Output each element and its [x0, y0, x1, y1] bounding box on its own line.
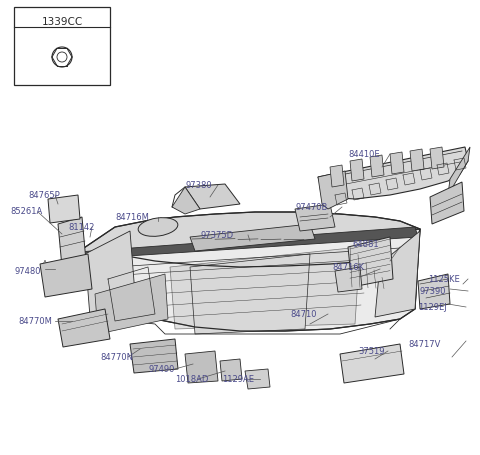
Text: 97480: 97480: [14, 267, 40, 276]
Polygon shape: [350, 160, 364, 182]
Text: 84717V: 84717V: [408, 340, 440, 349]
Polygon shape: [78, 228, 418, 259]
Polygon shape: [245, 369, 270, 389]
Polygon shape: [75, 212, 420, 268]
Polygon shape: [220, 359, 242, 381]
Polygon shape: [448, 148, 470, 196]
Polygon shape: [375, 232, 420, 317]
Polygon shape: [370, 156, 384, 177]
Text: 64881: 64881: [352, 240, 379, 249]
Text: 37519: 37519: [358, 347, 384, 356]
Text: 1339CC: 1339CC: [41, 17, 83, 27]
Polygon shape: [430, 182, 464, 224]
Text: 97380: 97380: [185, 181, 212, 190]
Text: 84770N: 84770N: [100, 353, 133, 362]
Polygon shape: [172, 187, 200, 214]
Text: 1129AE: 1129AE: [222, 374, 254, 384]
Polygon shape: [185, 185, 240, 210]
Text: 84710: 84710: [290, 310, 316, 319]
Polygon shape: [348, 238, 393, 288]
Text: 81142: 81142: [68, 223, 95, 232]
Polygon shape: [295, 205, 335, 232]
Polygon shape: [430, 148, 444, 170]
Text: 97390: 97390: [420, 287, 446, 296]
Text: 84716K: 84716K: [332, 263, 364, 272]
Polygon shape: [48, 196, 80, 223]
Polygon shape: [85, 232, 135, 317]
Text: 84770M: 84770M: [18, 317, 52, 326]
Text: 84410E: 84410E: [348, 150, 380, 159]
Polygon shape: [75, 229, 420, 331]
Polygon shape: [418, 274, 450, 309]
Polygon shape: [95, 274, 168, 334]
Polygon shape: [190, 254, 310, 334]
Polygon shape: [170, 248, 360, 329]
Text: 1018AD: 1018AD: [175, 374, 208, 384]
Polygon shape: [58, 309, 110, 347]
Polygon shape: [335, 268, 362, 293]
Polygon shape: [318, 172, 348, 210]
Text: 84765P: 84765P: [28, 191, 60, 200]
Polygon shape: [410, 150, 424, 172]
Text: 85261A: 85261A: [10, 207, 42, 216]
Text: 1125KE: 1125KE: [428, 275, 460, 284]
Text: 97490: 97490: [148, 365, 174, 374]
Polygon shape: [130, 339, 178, 373]
Polygon shape: [58, 217, 86, 268]
Text: 97375D: 97375D: [200, 231, 233, 240]
Polygon shape: [330, 166, 344, 187]
Polygon shape: [340, 344, 404, 383]
Polygon shape: [390, 153, 404, 175]
Polygon shape: [190, 224, 315, 252]
Text: 84716M: 84716M: [115, 213, 149, 222]
Bar: [14, 8, 110, 86]
Polygon shape: [185, 351, 218, 383]
Polygon shape: [318, 148, 468, 200]
Ellipse shape: [138, 218, 178, 237]
Text: 97470B: 97470B: [295, 203, 327, 212]
Text: 1129EJ: 1129EJ: [418, 303, 447, 312]
Polygon shape: [40, 254, 92, 298]
